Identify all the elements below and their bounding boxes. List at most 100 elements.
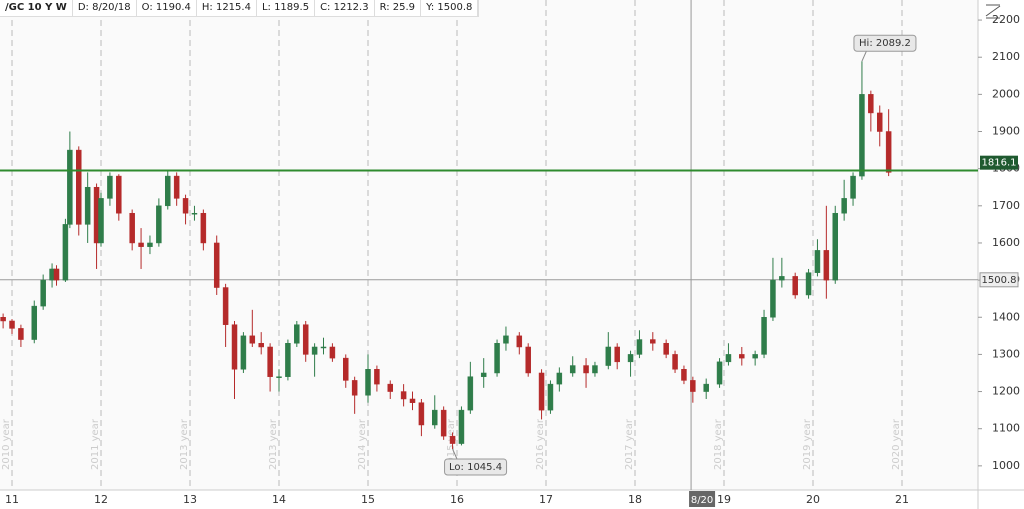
year-watermark: 2019 year	[802, 418, 813, 470]
candle-body	[885, 131, 892, 173]
candle-body	[770, 279, 776, 318]
x-tick-label: 17	[539, 493, 553, 506]
candle-body	[294, 324, 300, 344]
candle-body	[663, 343, 669, 355]
candle-body	[249, 335, 256, 344]
candle-body	[98, 198, 104, 244]
candle-body	[650, 339, 656, 344]
candle-body	[182, 198, 189, 214]
y-tick-label: 1400	[992, 310, 1020, 323]
candle-body	[516, 335, 523, 348]
x-tick-label: 14	[272, 493, 286, 506]
crosshair-x-tag	[689, 491, 716, 507]
candle-body	[636, 339, 643, 355]
candle-body	[129, 212, 135, 244]
candle-body	[200, 212, 207, 244]
info-field: /GC 10 Y W	[0, 0, 73, 16]
candle-body	[231, 324, 238, 370]
annotation-box	[444, 458, 508, 476]
candle-body	[147, 242, 153, 247]
year-watermark: 2020 year	[891, 418, 902, 470]
candle-body	[614, 346, 620, 363]
y-tick-label: 1100	[992, 422, 1020, 435]
year-watermark: 2010 year	[1, 418, 12, 470]
crosshair-y-label: 1500.8	[982, 275, 1017, 286]
scale-icon[interactable]	[985, 4, 1001, 19]
year-watermark: 2015 year	[446, 418, 457, 470]
year-watermark: 2014 year	[357, 418, 368, 470]
y-tick-label: 1700	[992, 199, 1020, 212]
crosshair-y-tag	[979, 272, 1019, 288]
candle-body	[165, 175, 171, 207]
candle-body	[0, 317, 6, 322]
candle-body	[592, 365, 598, 374]
candle-body	[400, 391, 407, 400]
candle-body	[569, 365, 576, 374]
candle-body	[302, 324, 309, 355]
candle-body	[276, 376, 282, 378]
candle-body	[494, 343, 500, 374]
y-tick-label: 2200	[992, 13, 1020, 26]
candle-body	[191, 212, 198, 215]
crosshair-x-label: 8/20	[691, 495, 713, 506]
y-tick-label: 1200	[992, 385, 1020, 398]
candle-body	[752, 354, 758, 359]
candle-body	[814, 250, 821, 273]
candle-body	[792, 276, 798, 296]
candle-body	[53, 268, 60, 281]
candle-body	[703, 383, 709, 392]
candle-body	[525, 346, 531, 374]
x-tick-label: 21	[895, 493, 909, 506]
candle-body	[690, 380, 696, 392]
candle-body	[583, 365, 589, 374]
info-field: H: 1215.4	[197, 0, 257, 16]
candle-body	[841, 198, 847, 214]
candle-body	[387, 383, 394, 392]
y-tick-label: 1600	[992, 236, 1020, 249]
annotation-label: Lo: 1045.4	[449, 462, 502, 473]
candle-body	[725, 354, 732, 363]
candle-body	[107, 175, 113, 199]
y-tick-label: 2100	[992, 50, 1020, 63]
candle-body	[343, 357, 349, 381]
candle-body	[449, 435, 456, 444]
candle-body	[458, 409, 465, 444]
candle-body	[374, 369, 380, 385]
candle-body	[409, 398, 416, 403]
candle-body	[467, 376, 474, 411]
candle-body	[173, 175, 180, 199]
info-field: C: 1212.3	[315, 0, 375, 16]
year-watermark: 2011 year	[90, 418, 101, 470]
candle-body	[716, 361, 723, 385]
candle-body	[672, 354, 678, 370]
candle-body	[40, 279, 46, 307]
candle-body	[84, 186, 91, 225]
y-tick-label: 2000	[992, 87, 1020, 100]
candle-body	[62, 224, 69, 281]
x-tick-label: 11	[5, 493, 19, 506]
x-tick-label: 20	[806, 493, 820, 506]
candle-body	[480, 372, 487, 377]
candle-body	[779, 276, 785, 281]
candle-body	[138, 242, 144, 247]
candle-body	[31, 305, 38, 340]
last-price-label: 1816.1	[982, 158, 1017, 169]
year-watermark: 2013 year	[268, 418, 279, 470]
price-axis	[978, 0, 1024, 509]
candle-body	[18, 328, 24, 340]
candle-body	[240, 335, 247, 370]
candle-body	[76, 149, 82, 225]
symbol-info-bar: /GC 10 Y W D: 8/20/18 O: 1190.4 H: 1215.4 L:…	[0, 0, 480, 17]
candle-body	[329, 346, 336, 359]
candle-body	[351, 380, 358, 396]
year-watermark: 2018 year	[713, 418, 724, 470]
candle-body	[285, 343, 291, 377]
candle-body	[9, 320, 15, 329]
candle-body	[876, 112, 883, 132]
candle-body	[859, 94, 865, 177]
candle-body	[267, 346, 273, 377]
candle-body	[440, 409, 447, 437]
candle-body	[320, 346, 327, 349]
candle-body	[739, 354, 745, 359]
